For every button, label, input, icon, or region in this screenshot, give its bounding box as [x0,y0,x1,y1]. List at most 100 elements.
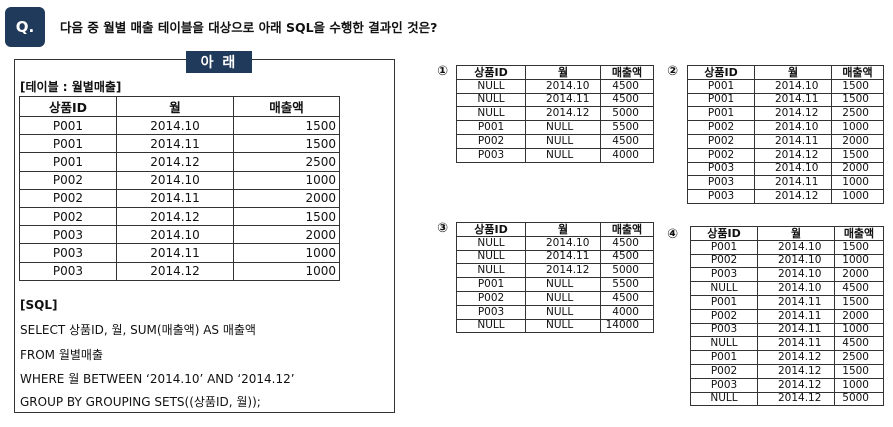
table-row: NULL 2014.12 5000 [690,391,884,407]
table-row: NULL 2014.11 4500 [690,336,884,352]
table-cell: 2500 [233,152,340,172]
table-cell: 1500 [834,294,884,310]
option-3-table[interactable]: 상품ID 월 매출액 NULL 2014.10 4500 NULL 2014.11 450… [456,222,654,334]
table-cell: P002 [690,253,758,269]
table-row: P003 2014.10 2000 [690,267,884,283]
table-cell: 2014.10 [754,78,832,94]
table-row: P001 NULL 5500 [456,120,654,135]
table-cell: 2014.10 [754,161,832,177]
table-cell: 2014.12 [754,147,832,163]
table-cell: P002 [19,170,117,190]
table-cell: 1500 [831,78,884,94]
table-cell: 4500 [600,92,654,108]
table-cell: 2014.10 [116,115,234,136]
table-cell: 1500 [233,134,340,154]
table-cell: 1500 [233,115,340,136]
option-4-table[interactable]: 상품ID 월 매출액 P001 2014.10 1500 P002 2014.10 100… [690,226,884,407]
table-cell: P003 [690,322,758,338]
table-cell: P002 [19,206,117,227]
table-cell: 1500 [831,92,884,108]
table-cell: 2014.11 [116,243,234,263]
table-row: P001 2014.12 2500 [690,350,884,365]
table-cell: 2014.11 [754,92,832,108]
table-cell: 1500 [831,147,884,163]
table-row: P002 2014.12 1500 [690,363,884,379]
column-header: 매출액 [831,65,884,80]
table-row: P002 2014.10 1000 [690,253,884,269]
table-cell: 2000 [834,267,884,283]
table-row: NULL 2014.11 4500 [456,92,654,108]
table-cell: 2014.11 [754,175,832,191]
table-row: P003 2014.12 1000 [687,189,884,204]
option-number[interactable]: ③ [437,221,449,236]
table-cell: 1000 [834,322,884,338]
table-cell: P003 [456,147,526,163]
table-row: P002 2014.11 2000 [19,188,340,208]
column-header: 월 [525,65,601,80]
table-cell: P001 [687,106,755,122]
table-cell: 2014.12 [757,391,835,407]
table-cell: 2014.10 [754,120,832,135]
table-cell: P003 [687,175,755,191]
table-cell: 5000 [834,391,884,407]
table-cell: 1000 [834,377,884,393]
table-cell: P002 [690,308,758,324]
table-cell: 4500 [600,133,654,149]
column-header: 상품ID [456,65,526,80]
table-cell: 4500 [600,249,654,265]
sql-line: WHERE 월 BETWEEN ‘2014.10’ AND ‘2014.12’ [20,372,295,386]
table-row: NULL 2014.10 4500 [690,281,884,296]
table-row: NULL NULL 14000 [456,318,654,334]
sql-line: FROM 월별매출 [20,348,104,362]
table-row: NULL 2014.10 4500 [456,235,654,251]
table-cell: P003 [687,189,755,204]
monthly-sales-table: 상품ID 월 매출액 P001 2014.10 1500 P001 2014.11 150… [19,96,340,281]
table-cell: 1500 [834,363,884,379]
table-cell: 5500 [600,277,654,292]
option-number[interactable]: ② [667,64,679,79]
table-cell: 2014.12 [757,377,835,393]
table-row: NULL 2014.12 5000 [456,263,654,279]
table-row: P001 2014.10 1500 [687,78,884,94]
table-row: P001 2014.12 2500 [19,152,340,172]
table-cell: 1000 [834,253,884,269]
table-cell: P001 [19,152,117,172]
table-cell: 2014.11 [525,249,601,265]
table-cell: P001 [19,115,117,136]
table-cell: P001 [456,120,526,135]
column-header: 상품ID [690,226,758,241]
table-cell: P002 [690,363,758,379]
table-row: P003 NULL 4000 [456,304,654,320]
table-cell: NULL [525,318,601,334]
option-1-table[interactable]: 상품ID 월 매출액 NULL 2014.10 4500 NULL 2014.11 450… [456,65,654,163]
table-row: P001 2014.12 2500 [687,106,884,122]
table-row: P003 2014.10 2000 [687,161,884,177]
table-row: NULL 2014.10 4500 [456,78,654,94]
table-row: P002 2014.11 2000 [687,133,884,149]
table-cell: 2000 [233,188,340,208]
table-cell: 2014.10 [757,253,835,269]
table-cell: 4000 [600,304,654,320]
table-cell: P001 [19,134,117,154]
table-cell: 2014.12 [525,106,601,122]
table-cell: 2000 [831,133,884,149]
table-cell: P003 [19,261,117,281]
table-cell: 2014.12 [754,189,832,204]
table-row: P001 2014.11 1500 [690,294,884,310]
option-number[interactable]: ④ [667,227,679,242]
table-cell: 2014.11 [757,294,835,310]
column-header: 월 [757,226,835,241]
table-cell: 2014.11 [757,322,835,338]
question-badge: Q. [5,7,45,47]
table-row: P003 2014.12 1000 [690,377,884,393]
table-row: P001 2014.11 1500 [19,134,340,154]
reference-tag: 아 래 [186,51,252,73]
option-number[interactable]: ① [437,64,449,79]
column-header: 매출액 [233,96,340,117]
table-cell: 2000 [831,161,884,177]
table-cell: NULL [456,106,526,122]
table-row: P001 NULL 5500 [456,277,654,292]
option-2-table[interactable]: 상품ID 월 매출액 P001 2014.10 1500 P001 2014.11 150… [687,65,884,204]
column-header: 월 [754,65,832,80]
column-header: 상품ID [687,65,755,80]
